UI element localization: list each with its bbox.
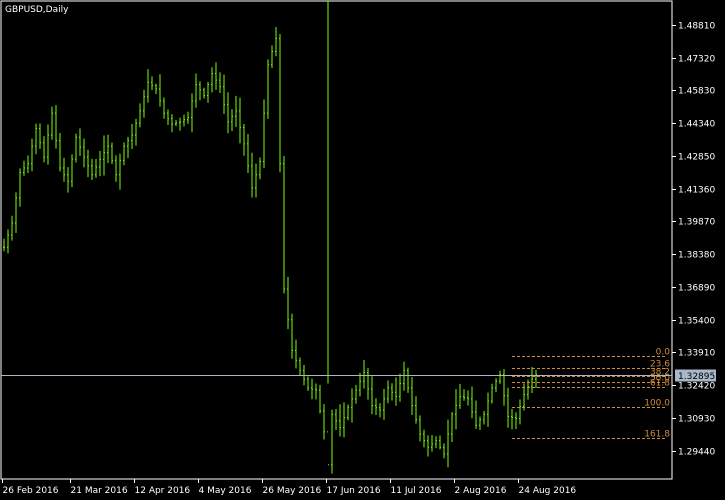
- y-axis: 1.48810 1.47320 1.45830 1.44340 1.42850 1.413…: [672, 22, 716, 458]
- y-tick-label: 1.29440: [678, 448, 715, 458]
- x-tick-label: 26 Feb 2016: [3, 486, 59, 496]
- y-tick-label: 1.48810: [678, 22, 715, 32]
- chart-title: GBPUSD,Daily: [5, 5, 69, 15]
- fibo-level-label: 0.0: [656, 348, 671, 358]
- x-tick-label: 12 Apr 2016: [135, 486, 191, 496]
- x-tick-label: 11 Jul 2016: [391, 486, 442, 496]
- y-tick-label: 1.47320: [678, 55, 715, 65]
- x-tick-label: 17 Jun 2016: [327, 486, 381, 496]
- y-tick-label: 1.45830: [678, 87, 715, 97]
- x-tick-label: 24 Aug 2016: [519, 486, 577, 496]
- current-price-label: 1.32895: [678, 372, 715, 382]
- x-axis: 26 Feb 2016 21 Mar 2016 12 Apr 2016 4 May 2…: [2, 479, 577, 496]
- x-tick-label: 2 Aug 2016: [455, 486, 507, 496]
- fibo-level-label: 100.0: [644, 399, 670, 409]
- fibo-level-label: 161.8: [644, 430, 670, 440]
- x-tick-label: 26 May 2016: [263, 486, 322, 496]
- y-tick-label: 1.32420: [678, 382, 715, 392]
- fibo-level-label: 61.8: [650, 379, 670, 389]
- y-tick-label: 1.30930: [678, 415, 715, 425]
- y-tick-label: 1.33910: [678, 349, 715, 359]
- plot-area: [0, 0, 673, 480]
- plot-border: [0, 0, 673, 480]
- x-tick-label: 21 Mar 2016: [71, 486, 128, 496]
- current-price-box: [675, 369, 716, 382]
- y-tick-label: 1.38380: [678, 251, 715, 261]
- y-tick-label: 1.42850: [678, 153, 715, 163]
- y-tick-label: 1.35400: [678, 317, 715, 327]
- fibo-level-label: 38.2: [650, 368, 670, 378]
- fibo-level-label: 23.6: [650, 360, 670, 370]
- price-bars: [3, 1, 537, 474]
- fibonacci-retracement[interactable]: 0.0 23.638.250.061.8 100.0 161.8: [512, 348, 670, 440]
- y-tick-label: 1.41360: [678, 186, 715, 196]
- fibo-level-label: 50.0: [650, 374, 670, 384]
- y-tick-label: 1.36890: [678, 284, 715, 294]
- x-tick-label: 4 May 2016: [199, 486, 252, 496]
- y-tick-label: 1.44340: [678, 120, 715, 130]
- y-tick-label: 1.39870: [678, 218, 715, 228]
